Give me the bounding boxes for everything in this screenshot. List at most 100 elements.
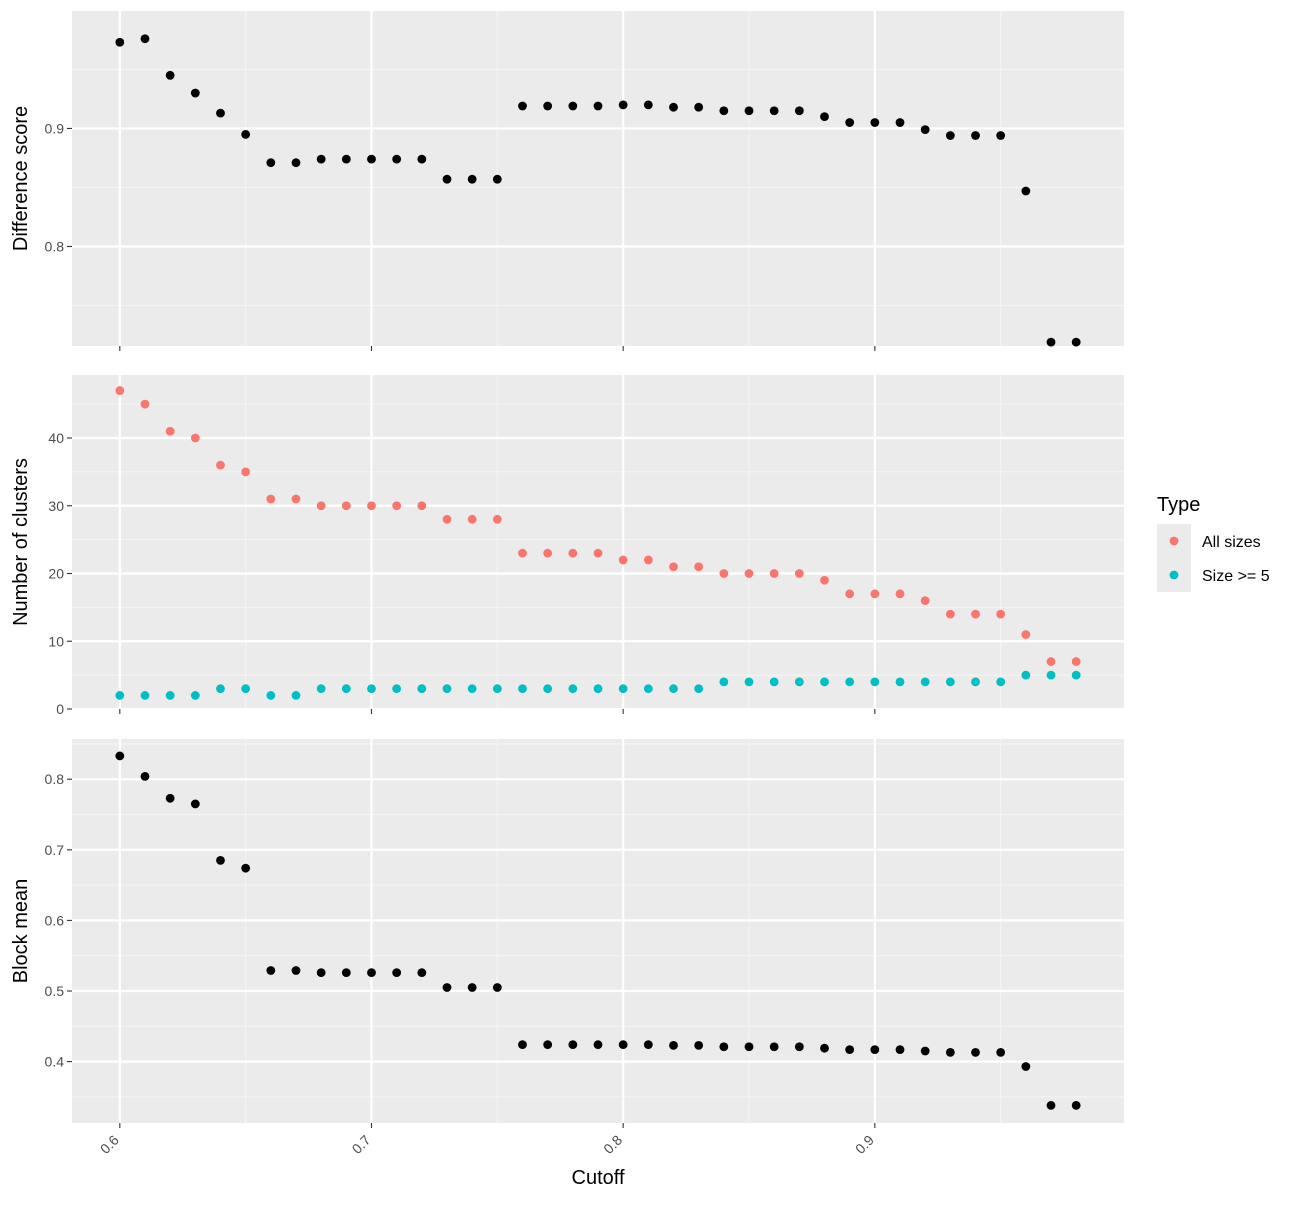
data-point — [1071, 670, 1081, 680]
data-point — [945, 131, 955, 140]
data-point — [568, 1040, 578, 1050]
data-point — [895, 118, 905, 127]
data-point — [568, 101, 578, 111]
data-point — [694, 102, 704, 112]
data-point — [165, 70, 175, 80]
data-point — [1046, 657, 1056, 666]
panel-background — [72, 739, 1124, 1123]
data-point — [1071, 1100, 1081, 1110]
data-point — [467, 514, 477, 524]
data-point — [744, 569, 754, 578]
data-point — [971, 131, 980, 140]
data-point — [618, 100, 628, 110]
y-tick-label: 20 — [48, 566, 64, 582]
panel-1: 0.8 0.9 Difference score — [10, 11, 1124, 351]
data-point — [190, 433, 200, 443]
data-point — [643, 684, 653, 694]
data-point — [593, 1040, 603, 1050]
series-all-sizes — [115, 386, 1081, 666]
data-point — [216, 108, 225, 118]
data-point — [392, 501, 402, 511]
data-point — [694, 684, 704, 694]
x-axis-title: Cutoff — [572, 1167, 625, 1189]
data-point — [216, 684, 225, 694]
data-point — [719, 1042, 729, 1052]
data-point — [417, 684, 427, 694]
x-tick-label: 0.6 — [97, 1132, 122, 1157]
data-point — [341, 154, 351, 164]
data-point — [518, 101, 527, 111]
x-tick-label: 0.7 — [349, 1132, 374, 1157]
data-point — [316, 684, 326, 694]
data-point — [794, 106, 804, 116]
data-point — [417, 968, 427, 978]
series-panel3 — [115, 751, 1081, 1110]
data-point — [543, 684, 553, 694]
data-point — [241, 684, 251, 694]
y-tick-label: 0.5 — [45, 983, 65, 999]
data-point — [543, 101, 553, 111]
data-point — [392, 684, 402, 694]
data-point — [316, 501, 326, 511]
x-tick-label: 0.8 — [600, 1132, 625, 1157]
data-point — [895, 1045, 905, 1054]
data-point — [945, 677, 955, 687]
legend-title: Type — [1157, 494, 1200, 516]
data-point — [140, 772, 150, 781]
data-point — [492, 983, 502, 992]
data-point — [518, 1040, 527, 1050]
data-point — [543, 548, 553, 558]
data-point — [442, 684, 452, 694]
data-point — [316, 968, 326, 978]
data-point — [115, 37, 125, 47]
data-point — [920, 596, 930, 606]
data-point — [341, 501, 351, 511]
y-axis-title: Difference score — [10, 106, 32, 251]
data-point — [820, 575, 829, 585]
data-point — [996, 131, 1006, 140]
data-point — [140, 691, 150, 700]
legend-label: All sizes — [1202, 534, 1261, 551]
data-point — [266, 966, 276, 975]
data-point — [769, 569, 779, 578]
y-axis-title: Number of clusters — [10, 458, 32, 626]
data-point — [694, 562, 704, 572]
data-point — [820, 112, 829, 122]
data-point — [266, 158, 276, 168]
data-point — [895, 677, 905, 687]
data-point — [568, 684, 578, 694]
data-point — [669, 1040, 678, 1050]
data-point — [392, 968, 402, 978]
data-point — [870, 118, 880, 127]
data-point — [216, 856, 225, 865]
data-point — [1046, 1100, 1056, 1110]
data-point — [669, 102, 678, 112]
data-point — [216, 460, 225, 470]
data-point — [190, 799, 200, 809]
data-point — [467, 174, 477, 184]
data-point — [845, 1045, 855, 1054]
panel-background — [72, 11, 1124, 346]
data-point — [341, 684, 351, 694]
panel-2: 0 10 20 30 40 Number of clusters — [10, 375, 1124, 717]
y-axis-title: Block mean — [10, 879, 32, 984]
data-point — [719, 677, 729, 687]
data-point — [945, 609, 955, 619]
data-point — [442, 514, 452, 524]
data-point — [291, 966, 301, 975]
data-point — [241, 129, 251, 139]
y-tick-label: 10 — [48, 633, 64, 649]
data-point — [669, 684, 678, 694]
data-point — [996, 677, 1006, 687]
data-point — [643, 1040, 653, 1050]
y-tick-label: 0.4 — [45, 1054, 65, 1070]
y-tick-label: 0.8 — [45, 771, 65, 787]
y-tick-label: 0.8 — [45, 238, 65, 254]
y-tick-label: 0 — [56, 701, 64, 717]
data-point — [417, 154, 427, 164]
data-point — [769, 106, 779, 116]
data-point — [518, 548, 527, 558]
x-tick-label: 0.9 — [852, 1132, 877, 1157]
data-point — [769, 677, 779, 687]
